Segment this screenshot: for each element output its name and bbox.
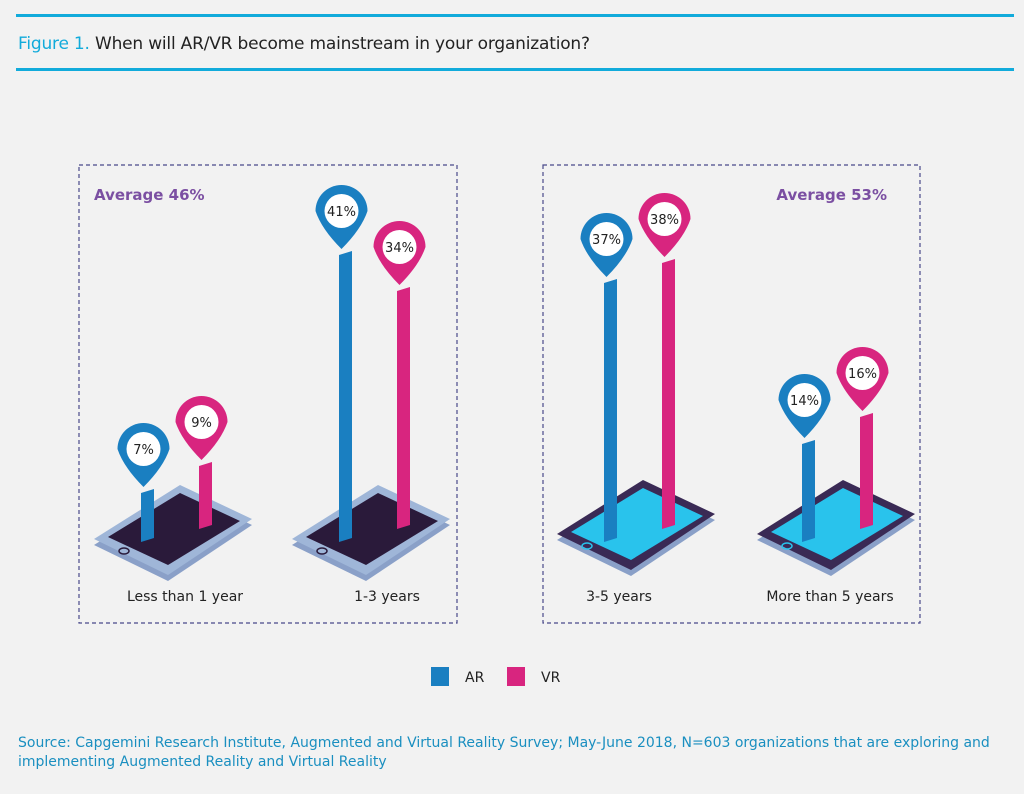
phone-home-button (781, 542, 793, 550)
pin-ar-3: 37% (580, 213, 633, 277)
value-label-ar-3: 37% (592, 233, 621, 248)
pin-ar-4: 14% (778, 374, 831, 438)
pin-vr-2: 34% (373, 221, 426, 285)
pin-vr-4: 16% (836, 347, 889, 411)
figure-label-separator: . (84, 34, 90, 54)
bar-vr-4 (860, 413, 873, 529)
panel-frame-1 (78, 164, 458, 624)
pin-face-ar-3 (589, 222, 624, 256)
pin-face-vr-4 (845, 356, 880, 390)
phones-layer (94, 480, 915, 581)
panels-layer: Average 46% Average 53% (78, 164, 921, 624)
pin-face-vr-2 (382, 230, 417, 264)
phone-home-button (581, 542, 593, 550)
phone-home-button (118, 547, 130, 555)
pin-ar-2: 41% (315, 185, 368, 249)
pin-face-ar-4 (787, 383, 822, 417)
bar-ar-4 (802, 440, 815, 542)
legend-label-ar: AR (465, 670, 485, 686)
value-label-vr-1: 9% (191, 416, 212, 431)
legend-label-vr: VR (541, 670, 561, 686)
value-label-ar-2: 41% (327, 205, 356, 220)
legend: AR VR (431, 667, 561, 686)
figure-title: Figure 1. When will AR/VR become mainstr… (18, 34, 590, 54)
bar-vr-3 (662, 259, 675, 529)
pin-face-ar-2 (324, 194, 359, 228)
panel-average-1: Average 46% (94, 186, 205, 204)
category-labels-layer: Less than 1 year 1-3 years 3-5 years Mor… (127, 589, 894, 605)
phone-home-button (316, 547, 328, 555)
pin-vr-1: 9% (175, 395, 228, 460)
pin-face-vr-1 (184, 405, 219, 439)
source-note: Source: Capgemini Research Institute, Au… (18, 735, 990, 770)
category-label-4: More than 5 years (766, 589, 893, 605)
bar-ar-1 (141, 489, 154, 542)
value-label-vr-4: 16% (848, 367, 877, 382)
value-label-ar-1: 7% (133, 443, 154, 458)
bars-layer (141, 251, 873, 542)
pin-vr-3: 38% (638, 193, 691, 257)
bar-ar-2 (339, 251, 352, 542)
figure-label: Figure 1 (18, 34, 85, 54)
bar-ar-3 (604, 279, 617, 542)
panel-frame-2 (542, 164, 921, 624)
bar-vr-2 (397, 287, 410, 529)
panel-average-2: Average 53% (776, 186, 887, 204)
bar-vr-1 (199, 462, 212, 529)
value-label-vr-3: 38% (650, 213, 679, 228)
legend-swatch-ar (431, 667, 449, 686)
category-label-2: 1-3 years (354, 589, 420, 605)
pin-ar-1: 7% (117, 423, 170, 487)
category-label-1: Less than 1 year (127, 589, 243, 605)
category-label-3: 3-5 years (586, 589, 652, 605)
title-rule (16, 68, 1014, 71)
pin-face-vr-3 (647, 202, 682, 236)
top-rule (16, 14, 1014, 17)
value-label-vr-2: 34% (385, 241, 414, 256)
legend-swatch-vr (507, 667, 525, 686)
value-label-ar-4: 14% (790, 394, 819, 409)
pin-face-ar-1 (126, 432, 161, 466)
pins-layer: 7% 9% 41% 34% 37% 38% 14% 16% (117, 185, 889, 487)
figure-title-text: When will AR/VR become mainstream in you… (94, 34, 590, 54)
